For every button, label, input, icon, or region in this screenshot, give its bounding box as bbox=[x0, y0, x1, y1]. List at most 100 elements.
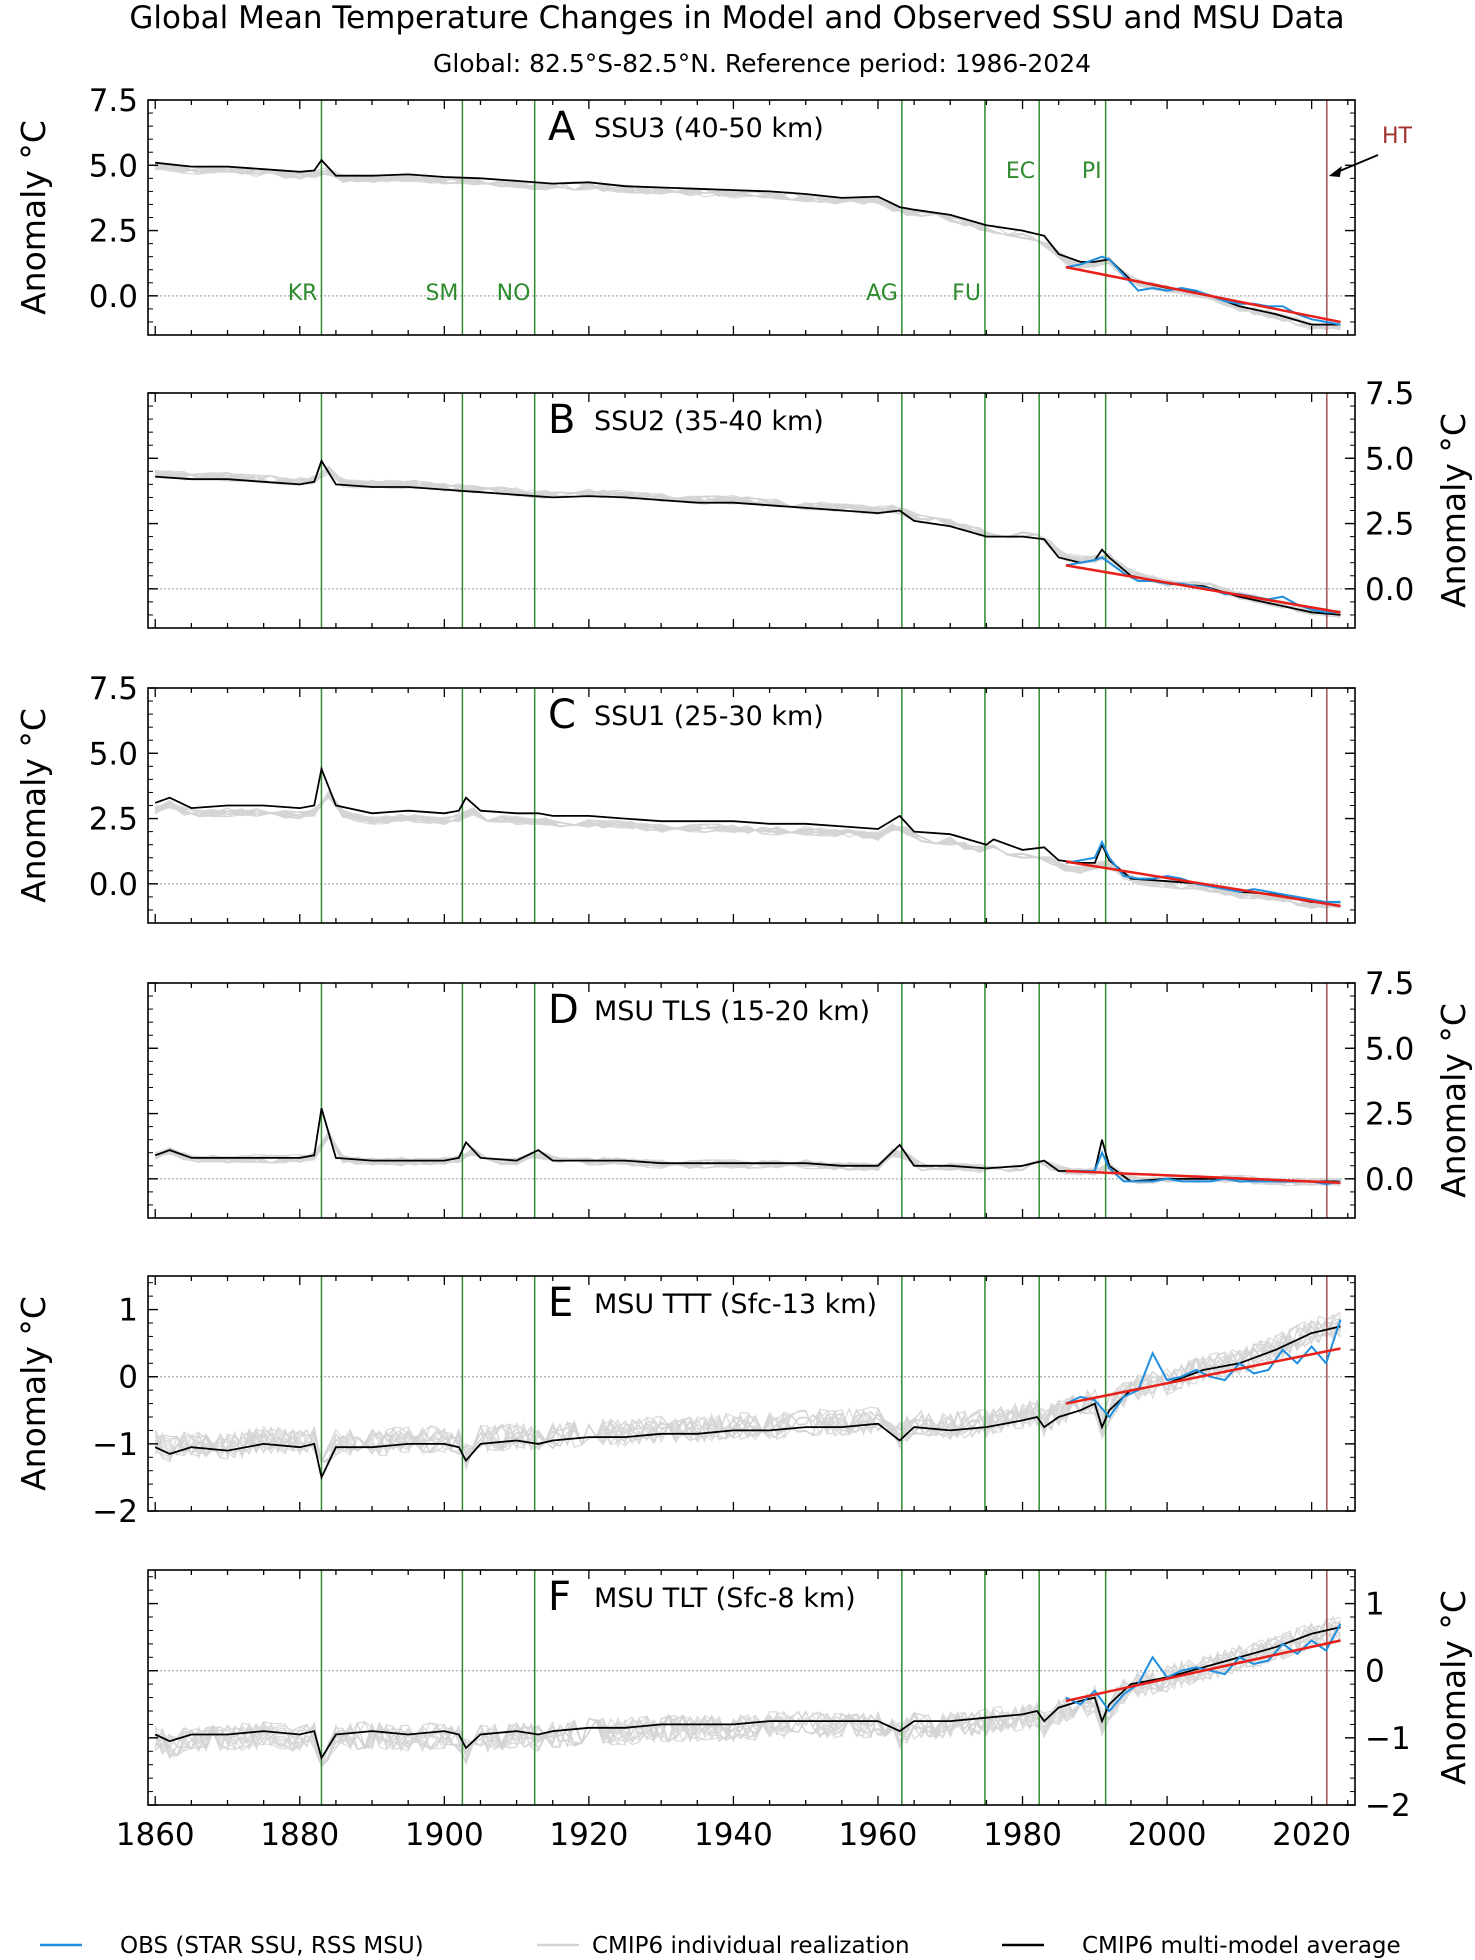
cmip6-individual-line bbox=[155, 470, 1341, 618]
y-tick-label: −2 bbox=[1365, 1788, 1411, 1824]
cmip6-individual-line bbox=[154, 1321, 1341, 1463]
y-axis-label: Anomaly °C bbox=[14, 708, 53, 903]
cmip6-individual-line bbox=[155, 163, 1341, 328]
panel-title: SSU2 (35-40 km) bbox=[594, 406, 824, 437]
panel-B: 0.0 2.5 5.0 7.5 Anomaly °C B SSU2 (35-40 km) bbox=[147, 376, 1473, 629]
cmip6-individual-line bbox=[154, 1320, 1341, 1463]
panel-title: SSU1 (25-30 km) bbox=[594, 701, 824, 732]
y-tick-label: 0.0 bbox=[1365, 1162, 1414, 1198]
y-tick-label: 2.5 bbox=[1365, 507, 1414, 543]
y-tick-label: 5.0 bbox=[89, 736, 138, 772]
ht-arrowhead bbox=[1328, 166, 1342, 177]
cmip6-individual-line bbox=[154, 1622, 1341, 1769]
cmip6-individual-line bbox=[155, 793, 1341, 906]
cmip6-individual-line bbox=[155, 466, 1341, 614]
y-tick-label: 0.0 bbox=[89, 867, 138, 903]
chart-subtitle: Global: 82.5°S-82.5°N. Reference period:… bbox=[433, 49, 1091, 78]
event-label: FU bbox=[952, 281, 981, 306]
cmip6-individual-line bbox=[154, 791, 1341, 907]
trend-line bbox=[1065, 1639, 1341, 1703]
cmip6-individual-line bbox=[154, 1624, 1342, 1769]
cmip6-individual-line bbox=[155, 468, 1341, 616]
y-tick-label: 1 bbox=[1365, 1587, 1385, 1623]
y-tick-label: 7.5 bbox=[1365, 966, 1414, 1002]
cmip6-individual-line bbox=[155, 466, 1341, 615]
y-tick-label: 7.5 bbox=[1365, 376, 1414, 412]
x-tick-label: 1900 bbox=[405, 1817, 484, 1853]
cmip6-individual-line bbox=[154, 795, 1341, 909]
y-tick-label: 5.0 bbox=[1365, 1031, 1414, 1067]
y-tick-label: 0.0 bbox=[89, 279, 138, 315]
cmip6-mean-line bbox=[155, 458, 1341, 616]
trend-line bbox=[1065, 860, 1341, 908]
y-axis-label: Anomaly °C bbox=[1434, 413, 1473, 608]
y-axis-label: Anomaly °C bbox=[1434, 1003, 1473, 1198]
cmip6-individual-line bbox=[155, 163, 1341, 327]
ht-label: HT bbox=[1382, 124, 1413, 149]
panel-frame bbox=[147, 1275, 1356, 1512]
y-tick-label: 0 bbox=[118, 1360, 138, 1396]
cmip6-individual-line bbox=[155, 793, 1341, 908]
panel-letter: F bbox=[548, 1574, 571, 1620]
y-tick-label: −1 bbox=[92, 1427, 138, 1463]
panel-letter: E bbox=[548, 1280, 573, 1326]
y-tick-label: 2.5 bbox=[1365, 1097, 1414, 1133]
plot-area bbox=[148, 688, 1355, 923]
panel-letter: D bbox=[548, 987, 579, 1033]
cmip6-individual-line bbox=[154, 796, 1341, 909]
event-label: AG bbox=[866, 281, 898, 306]
y-tick-label: 7.5 bbox=[89, 83, 138, 119]
cmip6-individual-line bbox=[154, 790, 1341, 908]
y-axis-label: Anomaly °C bbox=[14, 120, 53, 315]
x-tick-label: 1960 bbox=[839, 1817, 918, 1853]
cmip6-individual-line bbox=[155, 471, 1341, 619]
y-axis-label: Anomaly °C bbox=[14, 1296, 53, 1491]
y-tick-label: −2 bbox=[92, 1494, 138, 1530]
event-label: KR bbox=[288, 281, 318, 306]
y-tick-label: 1 bbox=[118, 1293, 138, 1329]
trend-line bbox=[1065, 265, 1341, 324]
cmip6-individual-line bbox=[154, 793, 1341, 910]
legend: OBS (STAR SSU, RSS MSU) CMIP6 individual… bbox=[40, 1933, 1401, 1959]
x-tick-label: 2000 bbox=[1128, 1817, 1207, 1853]
y-tick-label: −1 bbox=[1365, 1721, 1411, 1757]
trend-line bbox=[1065, 1347, 1341, 1405]
legend-individual-label: CMIP6 individual realization bbox=[592, 1933, 910, 1959]
panel-title: MSU TTT (Sfc-13 km) bbox=[594, 1289, 877, 1320]
cmip6-individual-line bbox=[155, 470, 1341, 617]
panel-D: 0.0 2.5 5.0 7.5 Anomaly °C D MSU TLS (15-20 km… bbox=[147, 966, 1473, 1219]
panel-title: MSU TLT (Sfc-8 km) bbox=[594, 1583, 856, 1614]
cmip6-individual-line bbox=[154, 790, 1341, 906]
cmip6-individual-line bbox=[155, 471, 1341, 615]
panel-letter: C bbox=[548, 692, 576, 738]
cmip6-individual-line bbox=[154, 791, 1341, 909]
cmip6-mean-line bbox=[154, 765, 1341, 903]
cmip6-individual-line bbox=[154, 1319, 1341, 1464]
cmip6-individual-line bbox=[154, 1327, 1341, 1469]
cmip6-individual-line bbox=[154, 161, 1341, 330]
y-tick-label: 0.0 bbox=[1365, 572, 1414, 608]
cmip6-individual-line bbox=[154, 792, 1341, 909]
y-tick-label: 5.0 bbox=[89, 148, 138, 184]
cmip6-individual-line bbox=[155, 469, 1341, 617]
panel-C: 0.0 2.5 5.0 7.5 Anomaly °C C SSU1 (25-30 km) bbox=[14, 671, 1356, 924]
panel-E: −2 −1 0 1 Anomaly °C E MSU TTT (Sfc-13 km) bbox=[14, 1275, 1356, 1530]
x-tick-label: 1940 bbox=[694, 1817, 773, 1853]
event-label: SM bbox=[425, 281, 458, 306]
event-label: EC bbox=[1006, 159, 1035, 184]
plot-area bbox=[148, 100, 1355, 335]
plot-area bbox=[148, 393, 1355, 628]
panel-F: −2 −1 0 1 Anomaly °C F MSU TLT (Sfc-8 km) 1860 1… bbox=[116, 1569, 1473, 1853]
panel-frame bbox=[147, 1569, 1356, 1806]
cmip6-individual-line bbox=[155, 794, 1341, 908]
cmip6-individual-line bbox=[155, 164, 1341, 329]
cmip6-mean-line bbox=[154, 1325, 1341, 1481]
plot-area bbox=[148, 1570, 1355, 1805]
plot-area bbox=[148, 983, 1355, 1218]
y-tick-label: 7.5 bbox=[89, 671, 138, 707]
y-axis-label: Anomaly °C bbox=[1434, 1590, 1473, 1785]
plot-area bbox=[148, 1276, 1355, 1511]
panel-title: MSU TLS (15-20 km) bbox=[594, 996, 870, 1027]
obs-line bbox=[1065, 1623, 1342, 1713]
